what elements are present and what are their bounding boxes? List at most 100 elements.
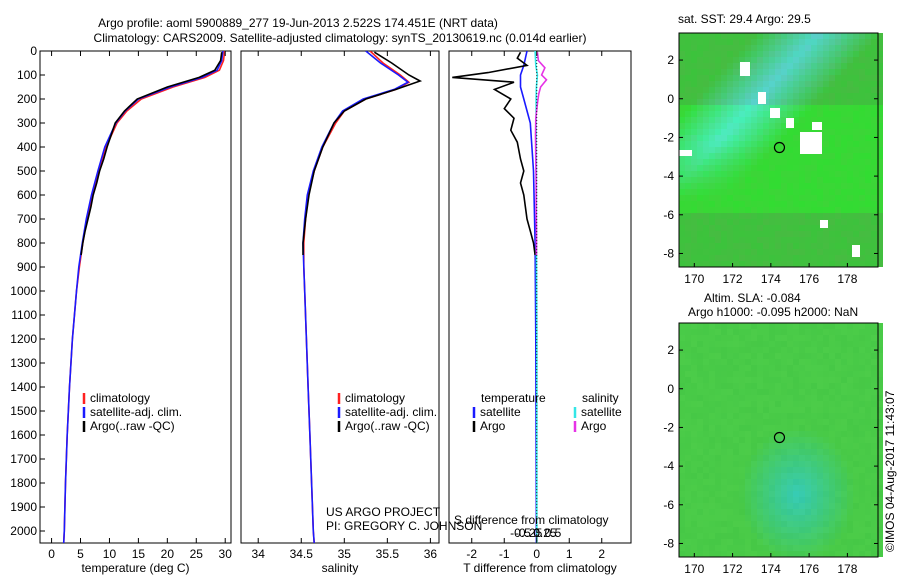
map-cell — [823, 353, 829, 359]
map-cell — [775, 443, 781, 449]
map-cell — [793, 39, 799, 45]
map-cell — [745, 105, 751, 111]
map-cell — [817, 165, 823, 171]
map-cell — [853, 75, 859, 81]
map-cell — [817, 485, 823, 491]
map-cell — [685, 521, 691, 527]
map-cell — [835, 237, 841, 243]
map-cell — [697, 261, 703, 267]
map-cell — [793, 81, 799, 87]
map-cell — [793, 147, 799, 153]
map-cell — [823, 395, 829, 401]
map-cell — [691, 129, 697, 135]
map-cell — [709, 75, 715, 81]
legend-label: climatology — [90, 391, 150, 405]
map-cell — [799, 195, 805, 201]
map-cell — [685, 467, 691, 473]
map-cell — [817, 455, 823, 461]
map-cell — [691, 419, 697, 425]
map-cell — [865, 219, 871, 225]
map-cell — [859, 497, 865, 503]
map-cell — [757, 389, 763, 395]
map-cell — [871, 371, 877, 377]
map-cell — [793, 485, 799, 491]
map-cell — [859, 551, 865, 557]
y-tick-label: 1400 — [10, 380, 37, 394]
map-cell — [703, 437, 709, 443]
map-cell — [823, 147, 829, 153]
map-cell — [799, 533, 805, 539]
map-cell — [865, 521, 871, 527]
map-cell — [787, 183, 793, 189]
map-cell — [823, 81, 829, 87]
map-cell — [715, 45, 721, 51]
map-cell — [877, 255, 883, 261]
map-cell — [841, 255, 847, 261]
map-y-tick-label: -2 — [663, 420, 674, 434]
map-cell — [727, 171, 733, 177]
map-cell — [697, 249, 703, 255]
map-cell — [721, 33, 727, 39]
map-cell — [787, 39, 793, 45]
map-cell — [685, 45, 691, 51]
map-cell — [799, 69, 805, 75]
map-cell — [823, 539, 829, 545]
map-cell — [817, 213, 823, 219]
map-cell — [877, 45, 883, 51]
map-cell — [817, 105, 823, 111]
map-cell — [757, 201, 763, 207]
map-cell — [817, 527, 823, 533]
map-cell — [715, 329, 721, 335]
map-cell — [769, 81, 775, 87]
map-cell — [835, 479, 841, 485]
map-cell — [793, 87, 799, 93]
map-cell — [781, 395, 787, 401]
map-cell — [679, 389, 685, 395]
map-cell — [691, 533, 697, 539]
map-cell — [859, 467, 865, 473]
map-cell — [805, 335, 811, 341]
land-patch — [812, 122, 822, 130]
map-cell — [811, 455, 817, 461]
map-cell — [703, 383, 709, 389]
map-cell — [685, 545, 691, 551]
map-cell — [715, 69, 721, 75]
map-cell — [841, 353, 847, 359]
map-cell — [697, 383, 703, 389]
map-cell — [799, 225, 805, 231]
map-cell — [817, 521, 823, 527]
map-cell — [829, 521, 835, 527]
map-cell — [859, 545, 865, 551]
map-cell — [727, 165, 733, 171]
map-cell — [859, 57, 865, 63]
map-cell — [685, 255, 691, 261]
map-cell — [805, 455, 811, 461]
map-cell — [697, 45, 703, 51]
map-cell — [703, 45, 709, 51]
map-cell — [769, 335, 775, 341]
map-cell — [727, 159, 733, 165]
map-cell — [793, 419, 799, 425]
map-cell — [703, 183, 709, 189]
map-cell — [751, 39, 757, 45]
map-cell — [781, 255, 787, 261]
map-cell — [835, 213, 841, 219]
map-cell — [877, 353, 883, 359]
map-cell — [763, 413, 769, 419]
x-tick-label: 34.5 — [290, 547, 314, 561]
map-cell — [841, 359, 847, 365]
map-cell — [715, 461, 721, 467]
map-cell — [727, 395, 733, 401]
map-cell — [715, 533, 721, 539]
map-cell — [739, 117, 745, 123]
map-cell — [805, 45, 811, 51]
map-cell — [805, 81, 811, 87]
map-cell — [757, 377, 763, 383]
map-cell — [715, 201, 721, 207]
map-cell — [877, 195, 883, 201]
map-cell — [745, 401, 751, 407]
map-cell — [835, 503, 841, 509]
map-cell — [829, 515, 835, 521]
map-cell — [763, 365, 769, 371]
map-cell — [769, 437, 775, 443]
